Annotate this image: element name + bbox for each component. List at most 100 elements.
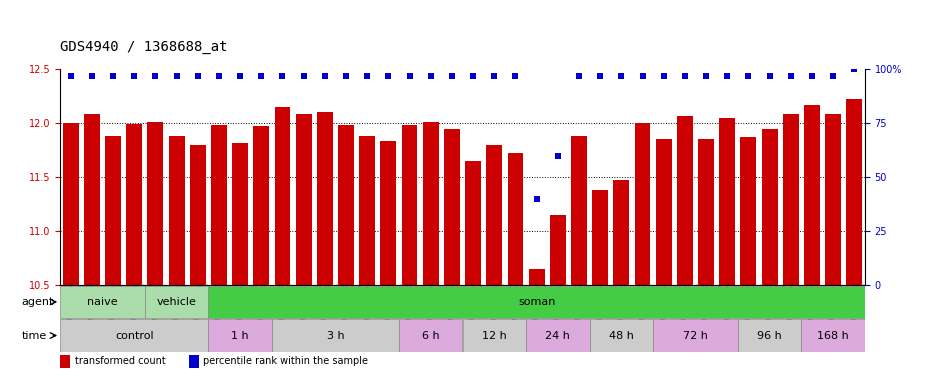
Point	[550, 152, 565, 159]
Point	[296, 73, 311, 79]
Bar	[465, 161, 481, 285]
Point	[847, 66, 862, 72]
Point	[487, 73, 501, 79]
Bar	[526, 319, 589, 352]
Text: percentile rank within the sample: percentile rank within the sample	[204, 356, 368, 366]
Point	[572, 73, 586, 79]
Bar	[462, 319, 526, 352]
Point	[169, 73, 184, 79]
Bar	[529, 269, 545, 285]
Bar	[60, 286, 145, 318]
Point	[508, 73, 523, 79]
Bar	[487, 145, 502, 285]
Bar	[825, 114, 841, 285]
Point	[677, 73, 692, 79]
Point	[105, 73, 120, 79]
Bar	[380, 141, 396, 285]
Text: vehicle: vehicle	[156, 297, 196, 307]
Point	[381, 73, 396, 79]
Bar	[653, 319, 738, 352]
Point	[339, 73, 353, 79]
Bar	[423, 122, 438, 285]
Bar	[846, 99, 862, 285]
Bar	[338, 125, 354, 285]
Bar	[801, 319, 865, 352]
Bar	[208, 319, 272, 352]
Bar	[60, 355, 69, 368]
Point	[614, 73, 629, 79]
Text: naive: naive	[87, 297, 117, 307]
Point	[783, 73, 798, 79]
Point	[275, 73, 290, 79]
Bar	[168, 136, 185, 285]
Bar	[253, 126, 269, 285]
Bar	[549, 215, 566, 285]
Point	[698, 73, 713, 79]
Bar	[804, 105, 820, 285]
Point	[148, 73, 163, 79]
Point	[63, 73, 78, 79]
Bar	[63, 123, 79, 285]
Text: time: time	[21, 331, 47, 341]
Point	[253, 73, 269, 79]
Bar	[401, 125, 417, 285]
Bar	[296, 114, 312, 285]
Bar	[60, 319, 208, 352]
Bar	[272, 319, 399, 352]
Point	[360, 73, 375, 79]
Bar	[84, 114, 100, 285]
Bar	[145, 286, 208, 318]
Text: 24 h: 24 h	[546, 331, 570, 341]
Point	[529, 195, 544, 202]
Bar	[740, 137, 757, 285]
Bar	[359, 136, 376, 285]
Text: transformed count: transformed count	[75, 356, 166, 366]
Bar	[508, 153, 524, 285]
Text: 6 h: 6 h	[422, 331, 439, 341]
Text: agent: agent	[21, 297, 54, 307]
Point	[656, 73, 671, 79]
Point	[402, 73, 417, 79]
Point	[741, 73, 756, 79]
Point	[465, 73, 480, 79]
Text: 12 h: 12 h	[482, 331, 507, 341]
Point	[424, 73, 438, 79]
Point	[826, 73, 841, 79]
Point	[805, 73, 820, 79]
Text: 168 h: 168 h	[817, 331, 849, 341]
Bar	[656, 139, 672, 285]
Bar	[208, 286, 865, 318]
Bar	[635, 123, 650, 285]
Text: control: control	[115, 331, 154, 341]
Bar	[189, 355, 199, 368]
Point	[720, 73, 734, 79]
Point	[233, 73, 248, 79]
Bar	[589, 319, 653, 352]
Text: 1 h: 1 h	[231, 331, 249, 341]
Bar	[613, 180, 629, 285]
Bar	[592, 190, 608, 285]
Point	[84, 73, 99, 79]
Bar	[720, 118, 735, 285]
Point	[127, 73, 142, 79]
Bar	[190, 145, 205, 285]
Bar	[399, 319, 462, 352]
Point	[762, 73, 777, 79]
Bar	[761, 129, 778, 285]
Bar	[105, 136, 121, 285]
Bar	[698, 139, 714, 285]
Text: GDS4940 / 1368688_at: GDS4940 / 1368688_at	[60, 40, 228, 54]
Point	[212, 73, 227, 79]
Point	[635, 73, 650, 79]
Text: 72 h: 72 h	[683, 331, 708, 341]
Text: 48 h: 48 h	[609, 331, 634, 341]
Text: 96 h: 96 h	[758, 331, 782, 341]
Bar	[571, 136, 587, 285]
Bar	[677, 116, 693, 285]
Point	[593, 73, 608, 79]
Bar	[738, 319, 801, 352]
Bar	[147, 122, 164, 285]
Bar	[783, 114, 798, 285]
Point	[191, 73, 205, 79]
Bar	[127, 124, 142, 285]
